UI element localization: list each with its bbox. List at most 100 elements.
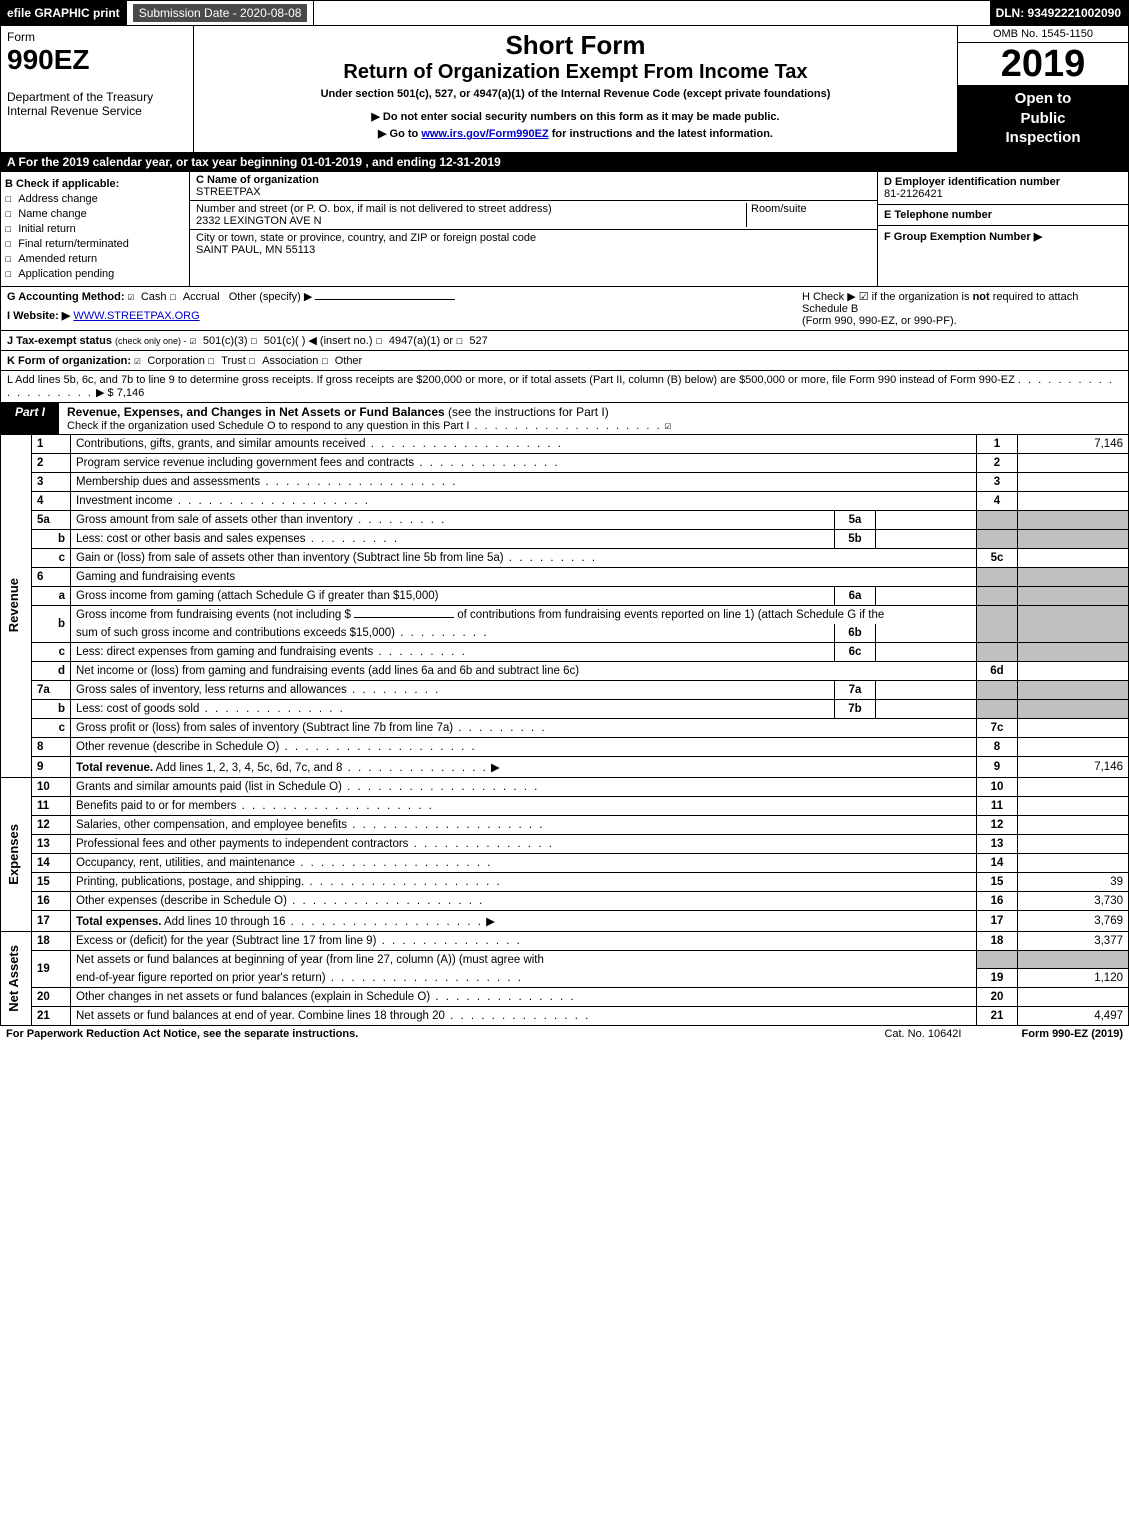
- line-11: 11 Benefits paid to or for members 11: [1, 796, 1129, 815]
- group-exemption-label: F Group Exemption Number ▶: [884, 231, 1042, 243]
- omb-number: OMB No. 1545-1150: [958, 26, 1128, 43]
- footer-formno: Form 990-EZ (2019): [1022, 1028, 1124, 1040]
- footer-paperwork: For Paperwork Reduction Act Notice, see …: [6, 1028, 358, 1040]
- header-goto: ▶ Go to www.irs.gov/Form990EZ for instru…: [200, 127, 951, 140]
- line-4-value: [1018, 491, 1129, 510]
- info-block: B Check if applicable: ☐ Address change …: [0, 172, 1129, 287]
- ein-value: 81-2126421: [884, 188, 943, 200]
- chk-cash[interactable]: Cash: [141, 291, 167, 303]
- line-5c: c Gain or (loss) from sale of assets oth…: [1, 548, 1129, 567]
- line-15: 15 Printing, publications, postage, and …: [1, 872, 1129, 891]
- top-bar: efile GRAPHIC print Submission Date - 20…: [0, 0, 1129, 26]
- row-k: K Form of organization: ☑ Corporation ☐ …: [0, 351, 1129, 371]
- row-j-label: J Tax-exempt status: [7, 335, 112, 347]
- spacer: [314, 1, 989, 25]
- line-13: 13 Professional fees and other payments …: [1, 834, 1129, 853]
- line-2: 2 Program service revenue including gove…: [1, 453, 1129, 472]
- line-19-value: 1,120: [1018, 969, 1129, 988]
- line-16: 16 Other expenses (describe in Schedule …: [1, 891, 1129, 910]
- row-h-not: not: [973, 291, 990, 303]
- efile-print-label[interactable]: efile GRAPHIC print: [1, 1, 127, 25]
- chk-final-return[interactable]: ☐ Final return/terminated: [5, 237, 185, 250]
- box-b: B Check if applicable: ☐ Address change …: [1, 172, 190, 286]
- line-19-2: end-of-year figure reported on prior yea…: [1, 969, 1129, 988]
- line-6: 6 Gaming and fundraising events: [1, 567, 1129, 586]
- line-9-value: 7,146: [1018, 756, 1129, 777]
- header-subtitle: Under section 501(c), 527, or 4947(a)(1)…: [200, 88, 951, 100]
- box-d: D Employer identification number 81-2126…: [878, 172, 1128, 205]
- form-label: Form: [7, 30, 187, 44]
- chk-accrual[interactable]: Accrual: [183, 291, 220, 303]
- goto-link[interactable]: www.irs.gov/Form990EZ: [421, 128, 548, 140]
- lines-table: Revenue 1 Contributions, gifts, grants, …: [0, 435, 1129, 1027]
- line-7c-value: [1018, 718, 1129, 737]
- chk-application-pending[interactable]: ☐ Application pending: [5, 267, 185, 280]
- return-title: Return of Organization Exempt From Incom…: [200, 61, 951, 84]
- box-def: D Employer identification number 81-2126…: [877, 172, 1128, 286]
- chk-other-org[interactable]: Other: [335, 355, 363, 367]
- header-warning: ▶ Do not enter social security numbers o…: [200, 110, 951, 123]
- line-18: Net Assets 18 Excess or (deficit) for th…: [1, 931, 1129, 950]
- line-9: 9 Total revenue. Add lines 1, 2, 3, 4, 5…: [1, 756, 1129, 777]
- ein-label: D Employer identification number: [884, 176, 1060, 188]
- line-6c: c Less: direct expenses from gaming and …: [1, 642, 1129, 661]
- box-f: F Group Exemption Number ▶: [878, 226, 1128, 247]
- chk-corporation[interactable]: Corporation: [147, 355, 204, 367]
- line-10-value: [1018, 777, 1129, 796]
- line-1: Revenue 1 Contributions, gifts, grants, …: [1, 435, 1129, 454]
- org-addr-row: Number and street (or P. O. box, if mail…: [190, 201, 877, 230]
- line-7b-value: [876, 699, 977, 718]
- short-form-title: Short Form: [200, 30, 951, 61]
- line-6c-value: [876, 642, 977, 661]
- line-21-value: 4,497: [1018, 1007, 1129, 1026]
- website-link[interactable]: WWW.STREETPAX.ORG: [73, 310, 199, 322]
- line-5b-value: [876, 529, 977, 548]
- chk-name-change[interactable]: ☐ Name change: [5, 207, 185, 220]
- row-h-text3: (Form 990, 990-EZ, or 990-PF).: [802, 315, 957, 327]
- chk-address-change[interactable]: ☐ Address change: [5, 192, 185, 205]
- chk-501c3[interactable]: 501(c)(3): [203, 335, 248, 347]
- org-name: STREETPAX: [196, 186, 261, 198]
- chk-association[interactable]: Association: [262, 355, 318, 367]
- chk-trust[interactable]: Trust: [221, 355, 246, 367]
- line-7b: b Less: cost of goods sold 7b: [1, 699, 1129, 718]
- other-label: Other (specify) ▶: [229, 291, 313, 303]
- chk-amended-return[interactable]: ☐ Amended return: [5, 252, 185, 265]
- chk-527[interactable]: 527: [469, 335, 487, 347]
- line-5b: b Less: cost or other basis and sales ex…: [1, 529, 1129, 548]
- website-label: I Website: ▶: [7, 310, 70, 322]
- header-right: OMB No. 1545-1150 2019 Open to Public In…: [957, 26, 1128, 152]
- line-6d: d Net income or (loss) from gaming and f…: [1, 661, 1129, 680]
- line-7a-value: [876, 680, 977, 699]
- line-5a-value: [876, 510, 977, 529]
- form-number: 990EZ: [7, 44, 187, 76]
- line-6a: a Gross income from gaming (attach Sched…: [1, 586, 1129, 605]
- box-c: C Name of organization STREETPAX Number …: [190, 172, 877, 286]
- org-name-row: C Name of organization STREETPAX: [190, 172, 877, 201]
- line-18-value: 3,377: [1018, 931, 1129, 950]
- chk-501c[interactable]: 501(c)( ) ◀ (insert no.): [264, 335, 373, 347]
- row-h: H Check ▶ ☑ if the organization is not r…: [802, 290, 1122, 327]
- revenue-section-label: Revenue: [1, 435, 32, 778]
- line-20-value: [1018, 988, 1129, 1007]
- row-g: G Accounting Method: ☑ Cash ☐ Accrual Ot…: [7, 290, 802, 327]
- line-3: 3 Membership dues and assessments 3: [1, 472, 1129, 491]
- chk-initial-return[interactable]: ☐ Initial return: [5, 222, 185, 235]
- room-label: Room/suite: [751, 203, 807, 215]
- row-a-taxyear: A For the 2019 calendar year, or tax yea…: [0, 153, 1129, 172]
- dept-treasury: Department of the Treasury: [7, 90, 187, 104]
- goto-post: for instructions and the latest informat…: [552, 128, 773, 140]
- line-6a-value: [876, 586, 977, 605]
- inspection-box: Open to Public Inspection: [958, 85, 1128, 152]
- line-21: 21 Net assets or fund balances at end of…: [1, 1007, 1129, 1026]
- inspection-l3: Inspection: [1005, 129, 1080, 146]
- line-17: 17 Total expenses. Add lines 10 through …: [1, 910, 1129, 931]
- city-label: City or town, state or province, country…: [196, 232, 536, 244]
- form-header: Form 990EZ Department of the Treasury In…: [0, 26, 1129, 153]
- chk-4947[interactable]: 4947(a)(1) or: [389, 335, 453, 347]
- submission-date: Submission Date - 2020-08-08: [127, 1, 315, 25]
- dept-irs: Internal Revenue Service: [7, 104, 187, 118]
- row-j-sub: (check only one) -: [115, 336, 187, 346]
- phone-label: E Telephone number: [884, 209, 992, 221]
- line-3-value: [1018, 472, 1129, 491]
